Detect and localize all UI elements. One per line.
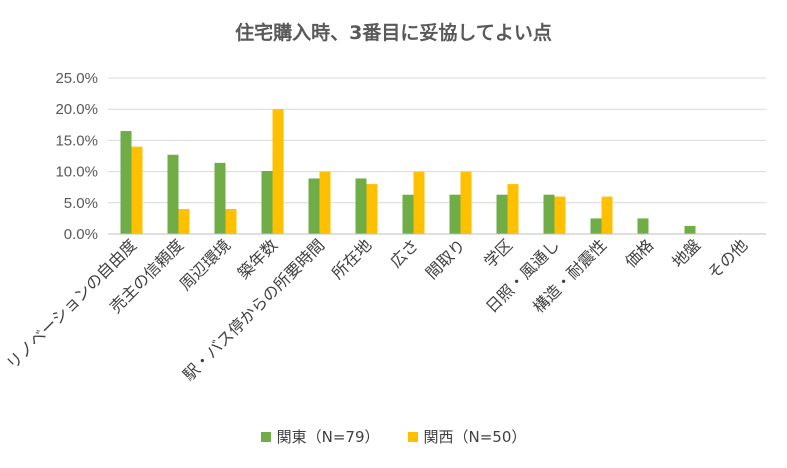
legend-label-kanto: 関東（N=79） xyxy=(276,428,380,446)
bar-kansai xyxy=(131,146,143,234)
bar-kansai xyxy=(319,171,331,234)
y-tick-label: 25.0% xyxy=(55,70,98,87)
bar-kanto xyxy=(214,162,226,234)
bar-kanto xyxy=(684,225,696,234)
bar-kanto xyxy=(590,218,602,234)
x-category-label: 所在地 xyxy=(328,235,375,282)
legend: 関東（N=79） 関西（N=50） xyxy=(0,426,787,447)
bar-kanto xyxy=(449,194,461,234)
x-category-label: 価格 xyxy=(621,235,657,271)
x-category-label: 地盤 xyxy=(668,235,704,271)
bar-kansai xyxy=(272,109,284,234)
bar-kanto xyxy=(402,194,414,234)
y-tick-label: 0.0% xyxy=(64,226,98,243)
bar-kanto xyxy=(637,218,649,234)
y-tick-label: 10.0% xyxy=(55,164,98,181)
legend-swatch-kanto xyxy=(260,431,271,442)
bar-kansai xyxy=(178,209,190,234)
bar-kansai xyxy=(366,184,378,234)
bar-kansai xyxy=(460,171,472,234)
x-category-label: 周辺環境 xyxy=(176,235,235,294)
x-category-label: 間取り xyxy=(422,235,469,282)
x-category-label: その他 xyxy=(704,235,751,282)
bar-kanto xyxy=(543,194,555,234)
bar-kanto xyxy=(496,194,508,234)
y-tick-label: 15.0% xyxy=(55,132,98,149)
legend-item-kanto: 関東（N=79） xyxy=(260,426,380,447)
y-tick-label: 5.0% xyxy=(64,195,98,212)
bar-kansai xyxy=(225,209,237,234)
bar-kansai xyxy=(601,196,613,234)
bar-kanto xyxy=(261,170,273,234)
x-category-label: 学区 xyxy=(480,235,516,271)
bar-kansai xyxy=(507,184,519,234)
chart-title: 住宅購入時、3番目に妥協してよい点 xyxy=(235,22,552,44)
bar-kansai xyxy=(413,171,425,234)
legend-swatch-kansai xyxy=(407,431,418,442)
x-category-label: 広さ xyxy=(386,235,422,271)
bar-kanto xyxy=(355,178,367,234)
bar-kanto xyxy=(120,131,132,234)
y-tick-label: 20.0% xyxy=(55,101,98,118)
legend-label-kansai: 関西（N=50） xyxy=(423,428,527,446)
bar-kansai xyxy=(554,196,566,234)
bar-kanto xyxy=(167,154,179,234)
bar-kanto xyxy=(308,178,320,234)
legend-item-kansai: 関西（N=50） xyxy=(407,426,527,447)
